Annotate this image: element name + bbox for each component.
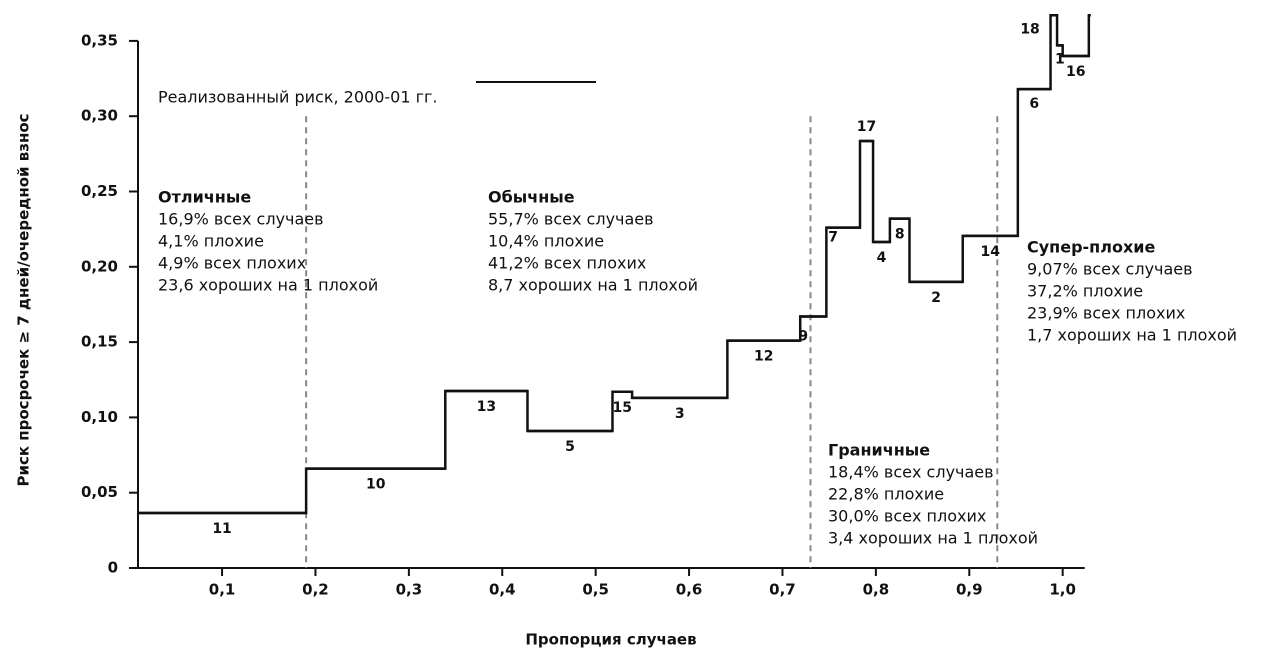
group-line: 3,4 хороших на 1 плохой xyxy=(828,529,1038,548)
step-label: 1 xyxy=(1055,51,1065,67)
group-line: 18,4% всех случаев xyxy=(828,463,994,482)
step-label: 6 xyxy=(1029,96,1039,112)
y-tick-label: 0,10 xyxy=(81,408,118,426)
group-line: 23,9% всех плохих xyxy=(1027,304,1185,323)
group-line: 22,8% плохие xyxy=(828,485,944,504)
group-line: 55,7% всех случаев xyxy=(488,210,654,229)
step-label: 10 xyxy=(366,477,386,493)
group-line: 4,9% всех плохих xyxy=(158,254,306,273)
step-label: 16 xyxy=(1066,64,1085,80)
x-axis-label: Пропорция случаев xyxy=(525,631,696,649)
group-line: 37,2% плохие xyxy=(1027,282,1143,301)
step-label: 2 xyxy=(931,290,941,306)
legend-label: Реализованный риск, 2000-01 гг. xyxy=(158,88,438,107)
y-tick-label: 0,30 xyxy=(81,107,118,125)
step-label: 13 xyxy=(477,399,496,415)
x-tick-label: 0,9 xyxy=(956,581,983,599)
step-label: 5 xyxy=(565,439,575,455)
x-tick-label: 0,4 xyxy=(489,581,516,599)
group-title: Граничные xyxy=(828,441,930,460)
step-label: 7 xyxy=(828,230,838,246)
step-label: 9 xyxy=(798,328,808,344)
x-tick-label: 0,8 xyxy=(863,581,890,599)
x-tick-label: 0,2 xyxy=(302,581,329,599)
x-tick-label: 1,0 xyxy=(1049,581,1076,599)
step-label: 11 xyxy=(212,521,231,537)
group-line: 16,9% всех случаев xyxy=(158,210,324,229)
x-tick-label: 0,1 xyxy=(209,581,236,599)
group-line: 10,4% плохие xyxy=(488,232,604,251)
y-axis-label: Риск просрочек ≥ 7 дней/очередной взнос xyxy=(15,113,33,486)
group-line: 4,1% плохие xyxy=(158,232,264,251)
y-tick-label: 0,05 xyxy=(81,483,118,501)
step-label: 15 xyxy=(613,400,632,416)
group-line: 9,07% всех случаев xyxy=(1027,260,1193,279)
step-label: 3 xyxy=(675,406,685,422)
x-tick-label: 0,5 xyxy=(582,581,609,599)
x-tick-label: 0,6 xyxy=(676,581,703,599)
y-tick-label: 0,25 xyxy=(81,182,118,200)
group-line: 30,0% всех плохих xyxy=(828,507,986,526)
y-tick-label: 0,35 xyxy=(81,31,118,49)
step-label: 8 xyxy=(895,227,905,243)
group-line: 1,7 хороших на 1 плохой xyxy=(1027,326,1237,345)
step-label: 4 xyxy=(877,250,887,266)
step-label: 14 xyxy=(981,244,1001,260)
group-line: 8,7 хороших на 1 плохой xyxy=(488,276,698,295)
x-tick-label: 0,3 xyxy=(396,581,423,599)
step-label: 18 xyxy=(1020,21,1039,37)
y-tick-label: 0,20 xyxy=(81,257,118,275)
group-line: 23,6 хороших на 1 плохой xyxy=(158,276,378,295)
group-title: Супер-плохие xyxy=(1027,238,1155,257)
group-title: Отличные xyxy=(158,188,251,207)
x-tick-label: 0,7 xyxy=(769,581,796,599)
step-label: 12 xyxy=(754,349,773,365)
y-tick-label: 0,15 xyxy=(81,333,118,351)
group-line: 41,2% всех плохих xyxy=(488,254,646,273)
step-label: 17 xyxy=(857,119,876,135)
y-tick-label: 0 xyxy=(108,559,118,577)
group-title: Обычные xyxy=(488,188,575,207)
